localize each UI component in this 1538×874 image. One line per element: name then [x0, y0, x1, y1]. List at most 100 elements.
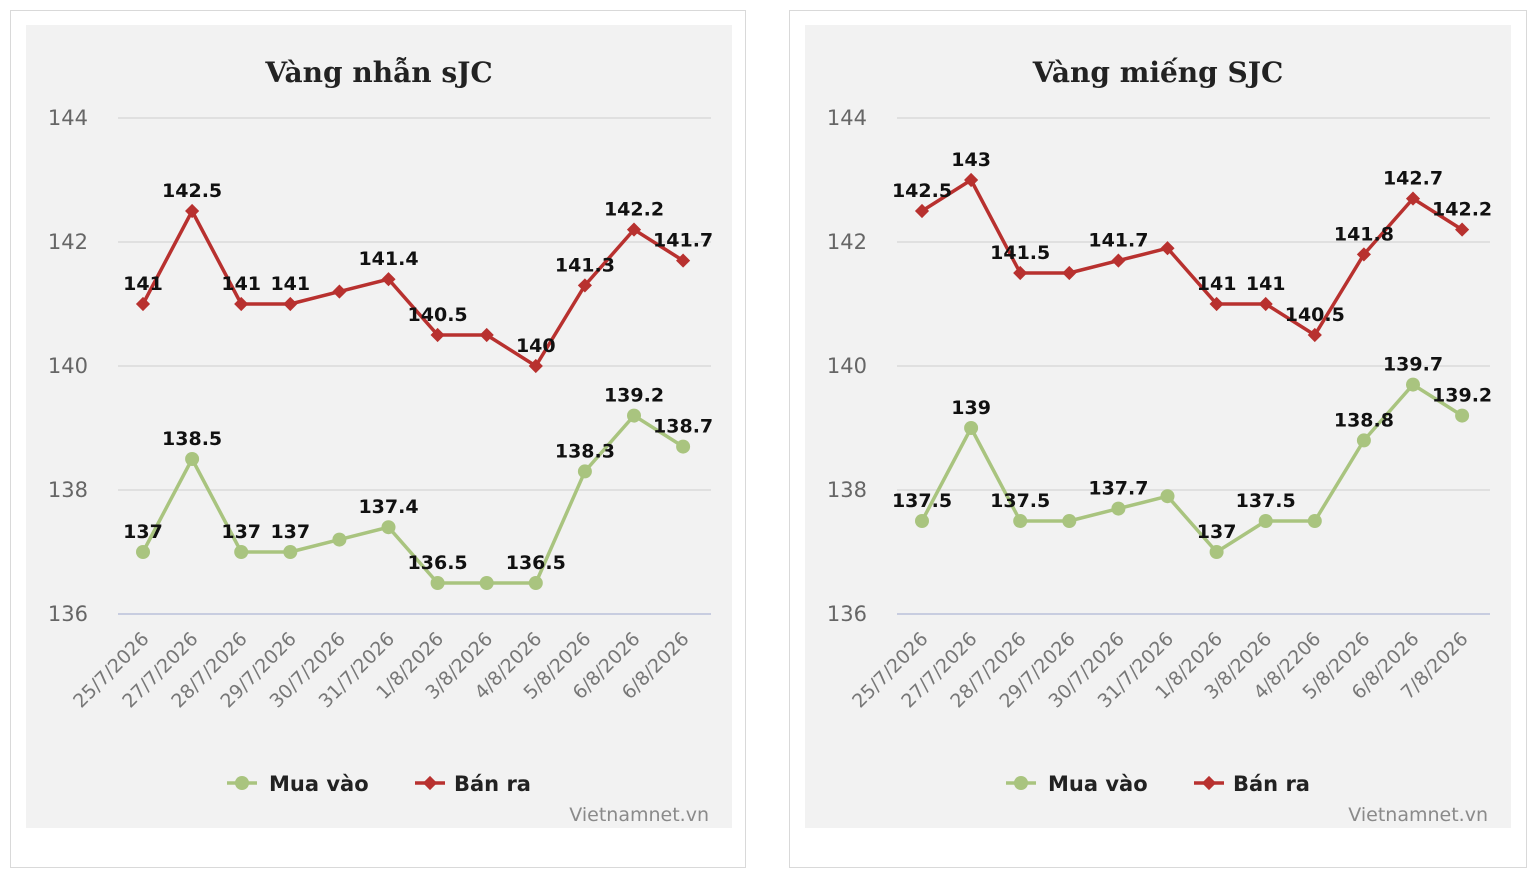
data-point-marker [1013, 514, 1028, 528]
data-label: 138.5 [162, 428, 222, 450]
data-point-marker [915, 514, 929, 528]
data-point-marker [1111, 253, 1126, 268]
legend-label-ban-ra: Bán ra [454, 772, 531, 796]
data-label: 141 [270, 273, 310, 295]
data-point-marker [1258, 514, 1273, 528]
series-line-ban-ra [141, 209, 685, 368]
data-label: 140.5 [408, 304, 468, 326]
data-label: 141.4 [358, 248, 418, 270]
data-point-marker [528, 358, 543, 374]
legend-marker-mua-vao [235, 776, 249, 790]
data-point-marker [1160, 489, 1175, 504]
y-tick-label: 142 [48, 230, 88, 254]
data-point-marker [381, 272, 396, 287]
data-point-marker [1455, 222, 1470, 237]
data-point-marker [135, 296, 151, 312]
chart-panel: Vàng miếng SJC 136 138 140 142 144 25/7/2026 27… [805, 25, 1511, 828]
data-label: 138.7 [653, 416, 713, 438]
y-tick-label: 142 [827, 230, 867, 254]
data-point-marker [577, 278, 592, 293]
data-label: 142.7 [1383, 168, 1443, 190]
y-tick-label: 144 [827, 106, 867, 130]
y-tick-label: 138 [48, 478, 88, 502]
data-label: 140 [516, 335, 556, 357]
data-point-marker [479, 576, 494, 590]
data-point-marker [528, 576, 543, 590]
chart-svg-vang-mieng: Vàng miếng SJC13613814014214425/7/202627… [827, 56, 1492, 826]
y-tick-label: 140 [48, 354, 88, 378]
legend-marker-ban-ra [422, 775, 438, 791]
data-point-marker [283, 296, 298, 312]
data-point-marker [136, 545, 150, 559]
data-label: 137.4 [358, 496, 418, 518]
data-point-marker [577, 464, 592, 479]
data-label: 141.7 [1088, 230, 1148, 252]
y-tick-label: 140 [827, 354, 867, 378]
data-label: 137 [123, 521, 163, 543]
data-point-marker [1406, 377, 1420, 392]
legend-label-mua-vao: Mua vào [1048, 772, 1148, 796]
data-label: 141.5 [990, 242, 1050, 264]
data-point-marker [1160, 241, 1175, 256]
series-line-mua-vao [920, 382, 1464, 554]
data-label: 141.8 [1334, 223, 1394, 245]
data-label: 137.5 [990, 490, 1050, 512]
data-point-marker [234, 545, 249, 559]
chart-card-vang-mieng: Vàng miếng SJC 136 138 140 142 144 25/7/2026 27… [789, 10, 1527, 868]
data-point-marker [627, 408, 641, 423]
data-point-marker [430, 576, 445, 590]
data-point-marker [185, 452, 200, 466]
data-point-marker [1111, 501, 1126, 516]
data-label: 139.2 [1432, 385, 1492, 407]
data-label: 139 [951, 397, 991, 419]
data-label: 140.5 [1285, 304, 1345, 326]
source-credit: Vietnamnet.vn [569, 804, 709, 826]
data-label: 138.3 [555, 440, 615, 462]
data-point-marker [430, 327, 445, 343]
data-label: 141.7 [653, 230, 713, 252]
data-point-marker [1209, 296, 1224, 312]
y-tick-label: 138 [827, 478, 867, 502]
data-point-marker [1356, 247, 1371, 262]
data-point-marker [914, 203, 930, 219]
data-label: 142.2 [604, 199, 664, 221]
data-label: 137 [270, 521, 310, 543]
data-point-marker [1013, 265, 1028, 281]
data-point-marker [1455, 408, 1470, 423]
data-point-marker [1062, 265, 1077, 281]
data-point-marker [332, 532, 347, 547]
data-label: 136.5 [506, 552, 566, 574]
source-credit: Vietnamnet.vn [1348, 804, 1488, 826]
data-label: 136.5 [408, 552, 468, 574]
data-point-marker [1356, 433, 1371, 448]
data-point-marker [1405, 191, 1421, 206]
chart-svg-vang-nhan: Vàng nhẫn sJC13613814014214425/7/202627/… [48, 56, 713, 826]
data-label: 142.5 [892, 180, 952, 202]
legend-label-ban-ra: Bán ra [1233, 772, 1310, 796]
data-point-marker [1209, 545, 1224, 559]
data-point-marker [283, 545, 298, 559]
data-label: 142.2 [1432, 199, 1492, 221]
data-label: 137.5 [1236, 490, 1296, 512]
y-tick-label: 136 [48, 602, 88, 626]
data-label: 141 [1246, 273, 1286, 295]
chart-title: Vàng nhẫn sJC [264, 56, 492, 89]
legend-marker-mua-vao [1014, 776, 1028, 790]
data-point-marker [381, 520, 396, 535]
legend-label-mua-vao: Mua vào [269, 772, 369, 796]
legend-marker-ban-ra [1201, 775, 1217, 791]
data-point-marker [332, 284, 347, 299]
data-point-marker [1307, 514, 1322, 528]
data-label: 141 [221, 273, 261, 295]
data-label: 143 [951, 149, 991, 171]
data-label: 141.3 [555, 254, 615, 276]
data-label: 137.5 [892, 490, 952, 512]
data-point-marker [676, 253, 691, 268]
data-point-marker [234, 296, 249, 312]
chart-card-vang-nhan: Vàng nhẫn sJC 136 138 140 142 144 25/7/2026 27/… [10, 10, 746, 868]
chart-panel: Vàng nhẫn sJC 136 138 140 142 144 25/7/2026 27/… [26, 25, 732, 828]
data-point-marker [1062, 514, 1077, 528]
data-label: 137 [1197, 521, 1237, 543]
data-point-marker [676, 439, 691, 454]
series-line-ban-ra [921, 178, 1464, 337]
